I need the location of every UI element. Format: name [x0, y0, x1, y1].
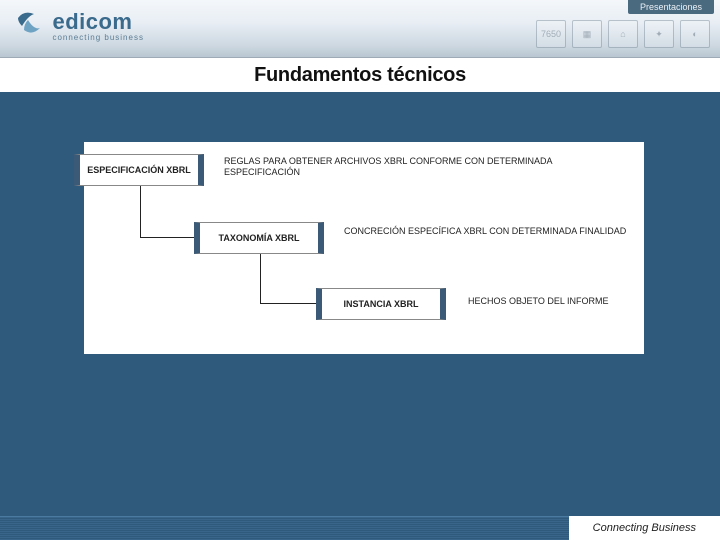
diagram-box-tax: TAXONOMÍA XBRL [194, 222, 324, 254]
brand-logo: edicom connecting business [14, 8, 144, 43]
header-deco-icon: ⌂ [608, 20, 638, 48]
xbrl-flowchart: ESPECIFICACIÓN XBRLREGLAS PARA OBTENER A… [84, 142, 644, 354]
footer-tagline: Connecting Business [569, 516, 720, 540]
brand-mark-icon [14, 8, 44, 43]
diagram-connector [260, 254, 261, 304]
header-bar: edicom connecting business Presentacione… [0, 0, 720, 58]
title-strip: Fundamentos técnicos [0, 58, 720, 92]
diagram-desc-tax: CONCRECIÓN ESPECÍFICA XBRL CON DETERMINA… [344, 226, 634, 237]
diagram-connector [260, 303, 316, 304]
diagram-box-inst: INSTANCIA XBRL [316, 288, 446, 320]
brand-name: edicom [52, 9, 144, 35]
slide: edicom connecting business Presentacione… [0, 0, 720, 540]
header-tab-presentaciones: Presentaciones [628, 0, 714, 14]
footer-bar: Connecting Business [0, 516, 720, 540]
header-deco-icon: ▦ [572, 20, 602, 48]
header-icon-row: 7650 ▦ ⌂ ✦ ◐ [536, 20, 710, 48]
footer-texture [0, 516, 569, 540]
diagram-desc-spec: REGLAS PARA OBTENER ARCHIVOS XBRL CONFOR… [224, 156, 584, 179]
diagram-connector [140, 186, 141, 238]
brand-tagline: connecting business [52, 33, 144, 42]
page-title: Fundamentos técnicos [254, 64, 466, 87]
diagram-connector [140, 237, 194, 238]
diagram-box-spec: ESPECIFICACIÓN XBRL [74, 154, 204, 186]
content-area: ESPECIFICACIÓN XBRL REGLAS PARA OBTENER A… [0, 92, 720, 510]
diagram-desc-inst: HECHOS OBJETO DEL INFORME [468, 296, 668, 307]
header-deco-icon: ✦ [644, 20, 674, 48]
header-deco-icon: 7650 [536, 20, 566, 48]
header-deco-icon: ◐ [680, 20, 710, 48]
